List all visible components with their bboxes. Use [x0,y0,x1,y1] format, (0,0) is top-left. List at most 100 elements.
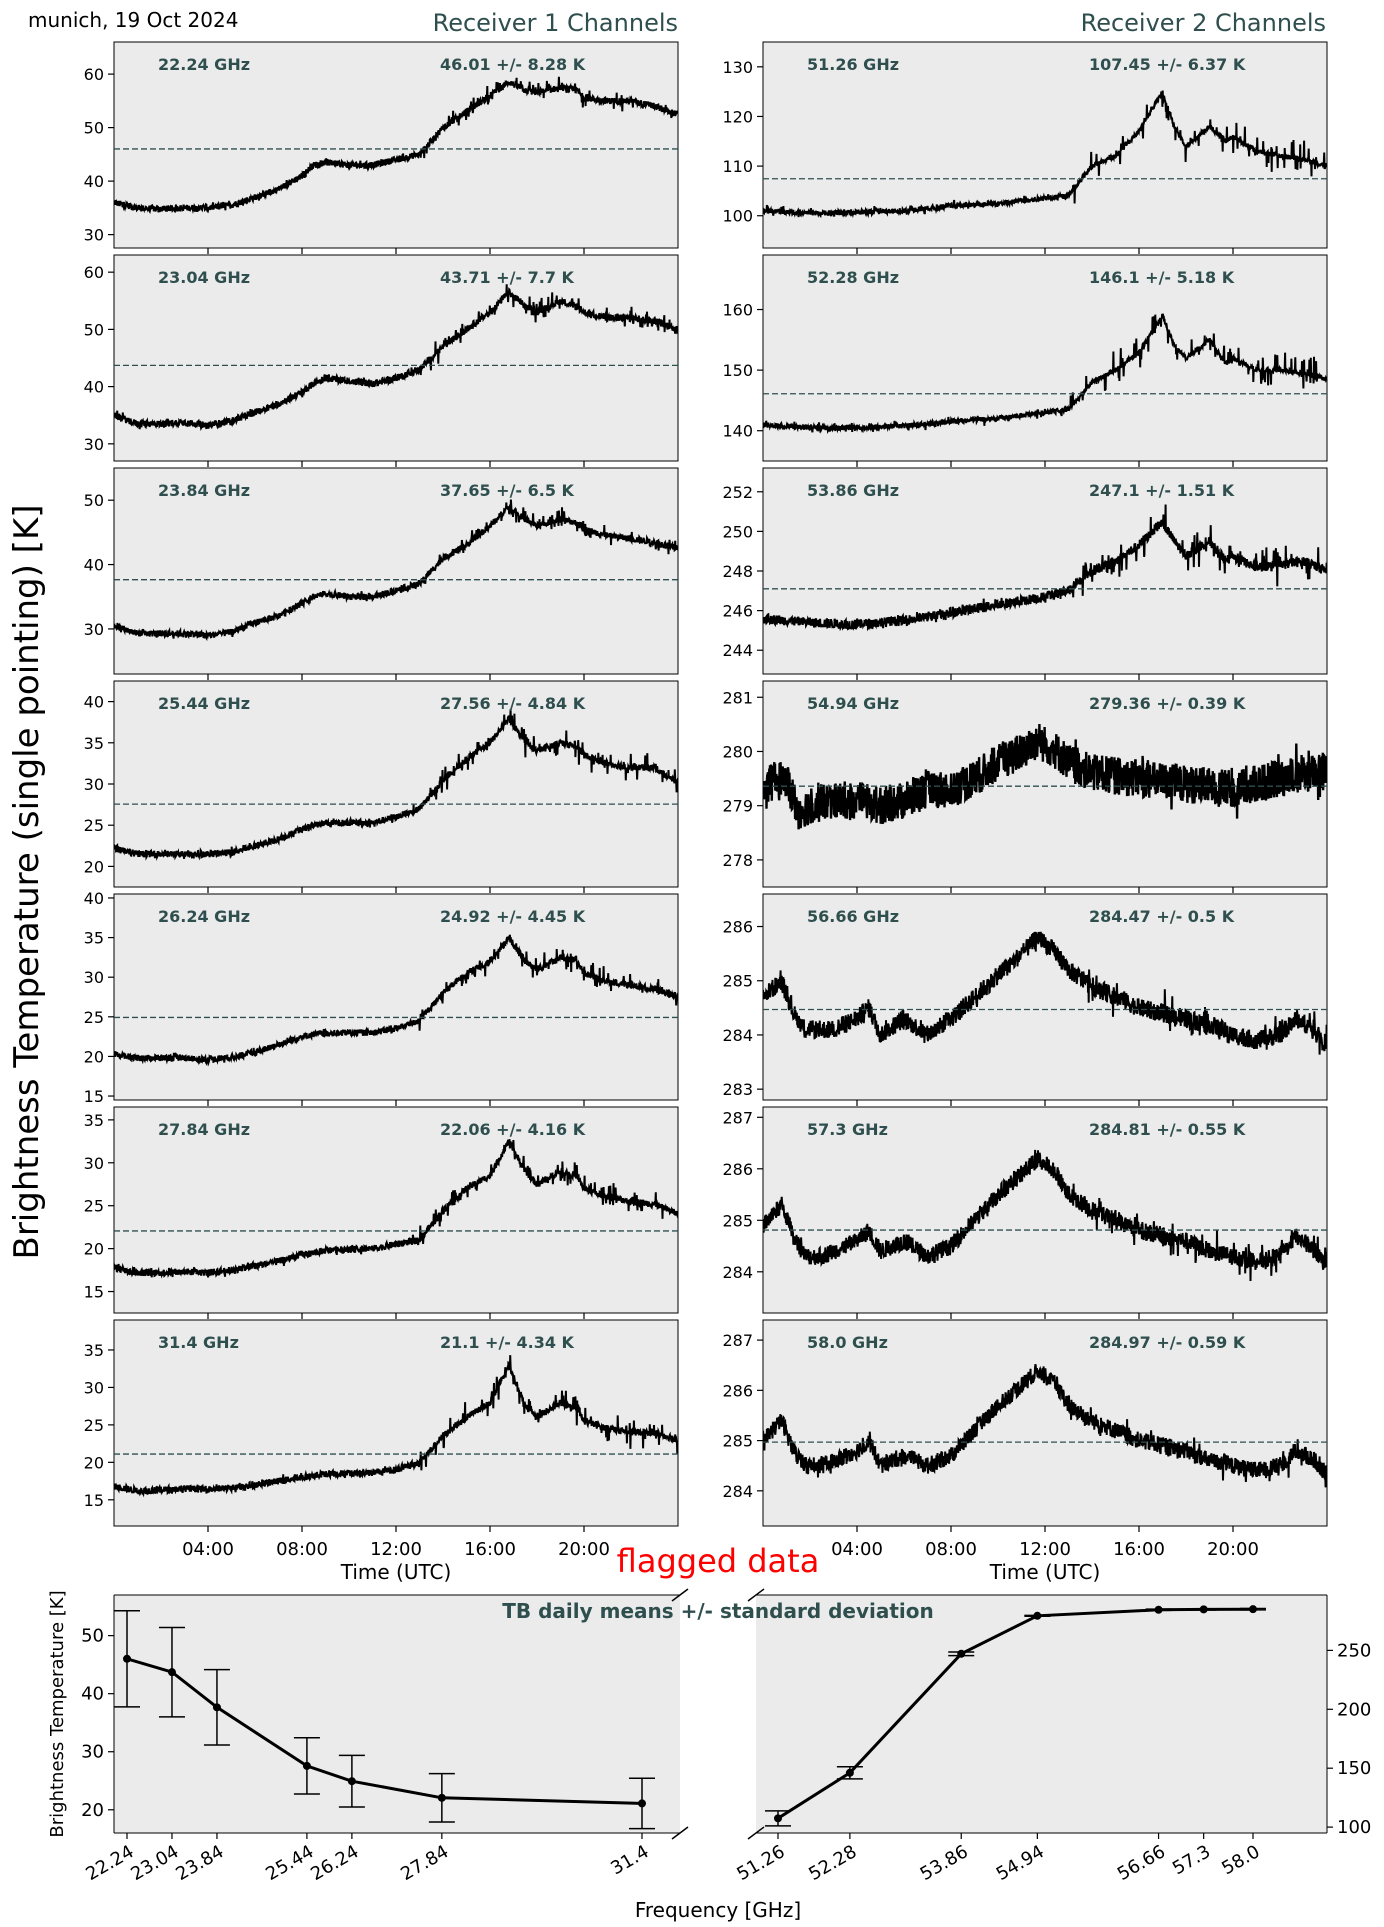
channel-stats-label: 22.06 +/- 4.16 K [440,1120,586,1139]
channel-frequency-label: 56.66 GHz [807,907,899,926]
y-tick-label: 246 [722,602,753,621]
y-tick-label: 20 [84,857,104,876]
receiver2-x-tick-label: 51.26 [733,1841,788,1885]
channel-stats-label: 284.47 +/- 0.5 K [1089,907,1235,926]
y-tick-label: 286 [722,918,753,937]
tb-series-line [114,1139,678,1279]
y-tick-label: 30 [84,1378,104,1397]
tb-series-line [763,931,1327,1055]
tb-series-line [114,1355,678,1498]
receiver1-x-tick-label: 31.4 [607,1841,652,1879]
tb-series-line [114,709,678,862]
axis-break-mark [671,1826,689,1840]
tb-series-line [114,934,678,1067]
axis-break-mark [747,1588,765,1602]
y-tick-label: 25 [84,816,104,835]
y-tick-label: 30 [84,435,104,454]
y-tick-label: 25 [84,1416,104,1435]
y-tick-label: 15 [84,1491,104,1510]
channel-stats-label: 284.81 +/- 0.55 K [1089,1120,1246,1139]
channel-frequency-label: 58.0 GHz [807,1333,888,1352]
channel-stats-label: 146.1 +/- 5.18 K [1089,268,1235,287]
y-tick-label: 25 [84,1197,104,1216]
receiver2-x-tick-label: 54.94 [993,1841,1048,1885]
y-tick-label: 248 [722,562,753,581]
receiver2-mean-point [845,1768,854,1777]
receiver1-x-tick-label: 26.24 [307,1841,362,1885]
y-tick-label: 30 [84,1154,104,1173]
panel-background [762,467,1328,675]
channel-frequency-label: 54.94 GHz [807,694,899,713]
y-tick-label: 35 [84,734,104,753]
y-tick-label: 50 [84,320,104,339]
y-tick-label: 160 [722,301,753,320]
y-tick-label: 25 [84,1008,104,1027]
y-tick-label: 60 [84,65,104,84]
receiver1-mean-point [212,1703,221,1712]
channel-stats-label: 37.65 +/- 6.5 K [440,481,575,500]
summary-title: TB daily means +/- standard deviation [502,1599,934,1623]
panel-background [113,1106,679,1314]
y-tick-label: 285 [722,972,753,991]
x-tick-label: 08:00 [925,1539,977,1560]
summary-y-axis-label: Brightness Temperature [K] [47,1590,68,1837]
y-tick-label: 280 [722,742,753,761]
receiver1-x-tick-label: 23.84 [172,1841,227,1885]
summary-right-y-tick-label: 200 [1337,1699,1371,1720]
receiver2-x-tick-label: 57.3 [1169,1841,1214,1879]
y-tick-label: 150 [722,361,753,380]
panel-background [762,893,1328,1101]
channel-frequency-label: 31.4 GHz [158,1333,239,1352]
x-tick-label: 20:00 [1207,1539,1259,1560]
x-tick-label: 04:00 [182,1539,234,1560]
y-tick-label: 285 [722,1432,753,1451]
y-tick-label: 100 [722,207,753,226]
axis-break-mark [671,1588,689,1602]
y-tick-label: 120 [722,107,753,126]
y-tick-label: 284 [722,1263,753,1282]
receiver1-mean-point [347,1777,356,1786]
y-tick-label: 20 [84,1240,104,1259]
x-tick-label: 12:00 [370,1539,422,1560]
receiver2-title: Receiver 2 Channels [1080,9,1326,37]
y-tick-label: 30 [84,226,104,245]
receiver1-x-tick-label: 22.24 [82,1841,137,1885]
channel-frequency-label: 26.24 GHz [158,907,250,926]
y-tick-label: 15 [84,1087,104,1106]
y-tick-label: 287 [722,1331,753,1350]
y-tick-label: 286 [722,1160,753,1179]
y-tick-label: 20 [84,1047,104,1066]
receiver1-mean-point [638,1799,646,1808]
channel-stats-label: 21.1 +/- 4.34 K [440,1333,575,1352]
tb-series-line [114,499,678,642]
receiver2-mean-point [1249,1605,1257,1614]
site-date-label: munich, 19 Oct 2024 [28,8,239,32]
y-tick-label: 281 [722,688,753,707]
y-tick-label: 40 [84,378,104,397]
y-tick-label: 30 [84,775,104,794]
receiver1-x-tick-label: 27.84 [397,1841,452,1885]
channel-stats-label: 46.01 +/- 8.28 K [440,55,586,74]
y-tick-label: 35 [84,1341,104,1360]
summary-left-y-tick-label: 30 [81,1742,104,1763]
y-tick-label: 250 [722,522,753,541]
tb-series-line [763,1364,1327,1488]
time-axis-label: Time (UTC) [989,1560,1101,1584]
channel-stats-label: 107.45 +/- 6.37 K [1089,55,1246,74]
y-tick-label: 40 [84,889,104,908]
panel-background [113,467,679,675]
axis-break-gap [680,1591,756,1837]
receiver2-mean-point [1033,1611,1042,1620]
channel-stats-label: 247.1 +/- 1.51 K [1089,481,1235,500]
channel-frequency-label: 53.86 GHz [807,481,899,500]
panel-background [762,1319,1328,1527]
panel-background [113,41,679,249]
y-tick-label: 278 [722,851,753,870]
y-tick-label: 35 [84,929,104,948]
x-tick-label: 16:00 [464,1539,516,1560]
receiver2-mean-point [774,1814,782,1823]
tb-series-line [763,90,1327,219]
tb-series-line [763,313,1327,434]
y-tick-label: 110 [722,157,753,176]
